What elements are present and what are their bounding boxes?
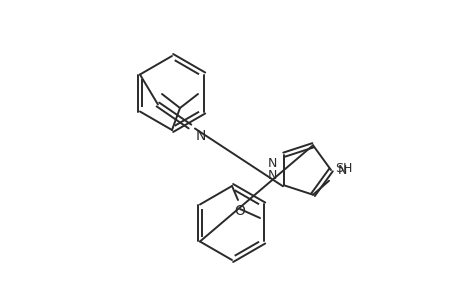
Text: N: N — [196, 130, 206, 143]
Text: SH: SH — [334, 162, 352, 175]
Text: O: O — [234, 204, 245, 218]
Text: N: N — [267, 169, 276, 182]
Text: N: N — [337, 164, 347, 176]
Text: N: N — [267, 157, 276, 170]
